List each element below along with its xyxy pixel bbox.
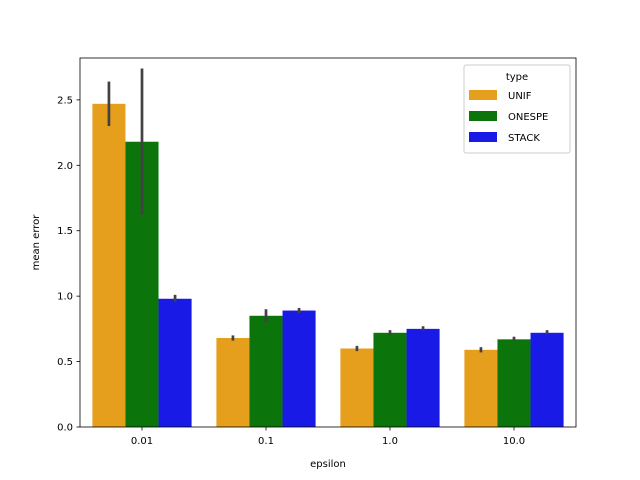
legend-title: type [506,72,528,83]
bar-onespe-1.0 [373,332,407,427]
legend-label-stack: STACK [508,133,540,144]
legend: type UNIF ONESPE STACK [463,64,571,154]
y-axis-label: mean error [31,214,42,271]
bar-onespe-10.0 [497,339,531,427]
y-axis-ticks: 0.0 0.5 1.0 1.5 2.0 2.5 [57,95,80,434]
x-axis-label: epsilon [310,459,346,470]
legend-box [463,64,571,154]
x-tick-label: 10.0 [503,436,525,447]
bar-unif-0.01 [92,103,126,427]
legend-label-onespe: ONESPE [508,112,548,123]
bar-stack-1.0 [406,328,440,427]
error-bars-group [107,68,549,353]
bar-stack-0.01 [158,298,192,427]
y-tick-label: 1.5 [57,226,73,237]
legend-label-unif: UNIF [508,91,532,102]
x-tick-label: 0.1 [258,436,274,447]
bar-onespe-0.1 [249,315,283,427]
bar-unif-10.0 [464,349,498,427]
x-axis-ticks: 0.01 0.1 1.0 10.0 [131,427,525,447]
bar-stack-0.1 [282,310,316,427]
x-tick-label: 1.0 [382,436,398,447]
y-tick-label: 1.0 [57,292,73,303]
legend-items: UNIF ONESPE STACK [469,90,548,144]
legend-swatch-onespe [469,111,497,121]
bars-group [92,103,564,427]
y-tick-label: 0.0 [57,423,73,434]
legend-swatch-unif [469,90,497,100]
y-tick-label: 0.5 [57,357,73,368]
x-tick-label: 0.01 [131,436,153,447]
legend-swatch-stack [469,132,497,142]
y-tick-label: 2.5 [57,95,73,106]
bar-stack-10.0 [530,332,564,427]
y-tick-label: 2.0 [57,161,73,172]
bar-unif-0.1 [216,338,250,427]
bar-unif-1.0 [340,348,374,427]
plot-frame [79,57,577,428]
